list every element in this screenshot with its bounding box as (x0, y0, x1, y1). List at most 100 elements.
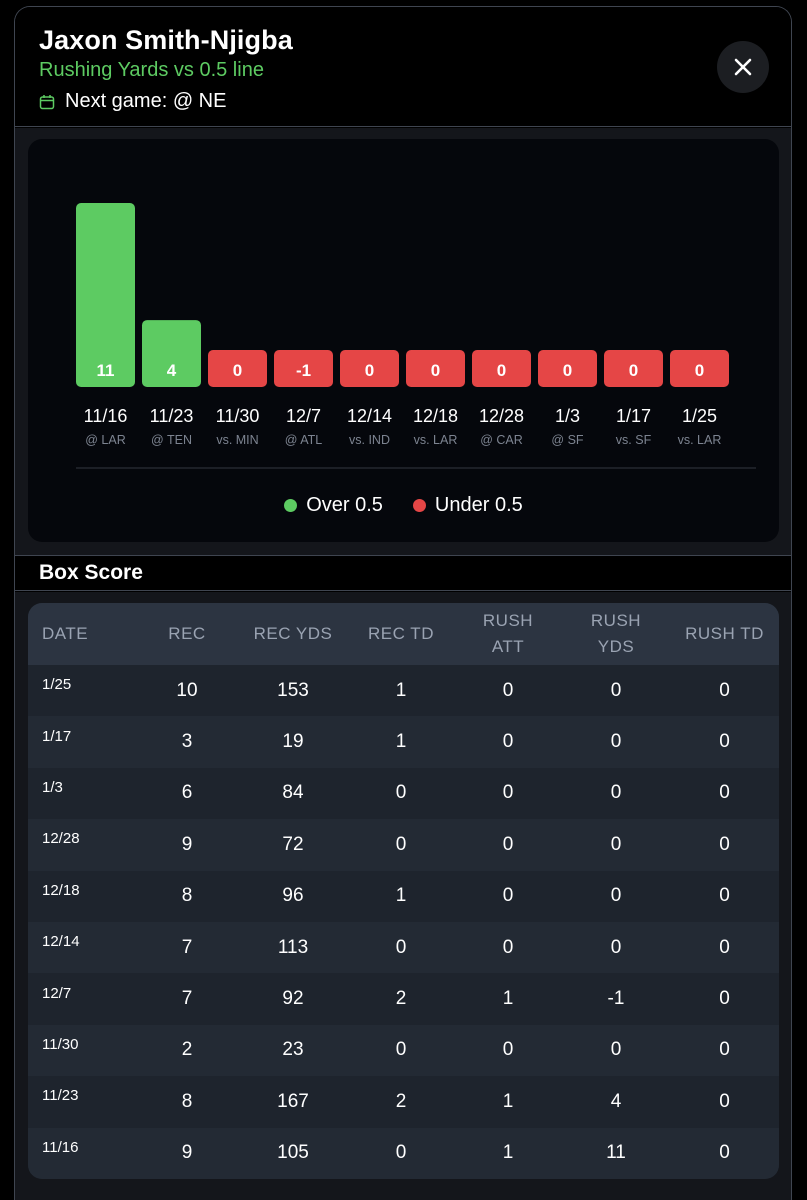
row-date: 11/23 (42, 1087, 79, 1105)
table-cell: 0 (719, 731, 730, 753)
next-game: Next game: @ NE (39, 90, 226, 113)
opponent-label: @ SF (551, 433, 583, 447)
table-cell: 153 (277, 679, 309, 701)
bar-value-label: 0 (431, 361, 440, 380)
table-cell: 0 (610, 833, 622, 855)
table-cell: 0 (610, 679, 622, 701)
opponent-label: @ LAR (85, 433, 125, 447)
table-cell: 1 (395, 885, 407, 907)
table-cell: 3 (181, 731, 193, 753)
table-cell: 0 (502, 833, 514, 855)
x-tick-label: 1/25 (682, 406, 717, 426)
table-row: 1/25 10 153 1 0 0 0 (28, 665, 779, 717)
column-header[interactable]: RUSH ATT (482, 610, 534, 656)
column-header[interactable]: RUSH YDS (590, 610, 642, 656)
player-name: Jaxon Smith-Njigba (39, 25, 293, 55)
column-header[interactable]: DATE (42, 623, 89, 643)
table-row: 11/30 2 23 0 0 0 0 (28, 1024, 779, 1077)
table-cell: 7 (181, 936, 193, 958)
table-cell: 1 (395, 731, 407, 753)
table-cell: 8 (181, 1090, 193, 1112)
x-tick-label: 1/3 (555, 406, 580, 426)
bar-value-label: 0 (563, 361, 572, 380)
bar (208, 350, 267, 387)
table-cell: 19 (282, 731, 304, 753)
column-header[interactable]: REC YDS (253, 623, 333, 643)
row-date: 1/25 (42, 676, 72, 694)
x-tick-label: 11/16 (84, 406, 128, 426)
table-cell: 23 (282, 1039, 304, 1061)
legend-under-label: Under 0.5 (434, 494, 523, 516)
table-cell: 0 (610, 885, 622, 907)
table-cell: 0 (719, 679, 730, 701)
x-tick-label: 1/17 (616, 406, 651, 426)
chart-section: 11 11/16 @ LAR 4 11/23 @ TEN 0 11/30 vs. MIN -1 12… (15, 128, 791, 556)
table-cell: 0 (610, 1039, 622, 1061)
table-cell: 96 (282, 885, 304, 907)
table-cell: 0 (395, 936, 407, 958)
table-cell: 7 (181, 988, 193, 1010)
table-cell: 167 (277, 1090, 309, 1112)
table-cell: 4 (610, 1090, 622, 1112)
table-row: 1/3 6 84 0 0 0 0 (28, 767, 779, 820)
table-cell: 105 (277, 1142, 309, 1164)
bar (670, 350, 729, 387)
opponent-label: vs. SF (616, 433, 652, 447)
table-cell: 0 (719, 1039, 730, 1061)
column-header[interactable]: REC (168, 623, 206, 643)
table-cell: 0 (395, 1039, 407, 1061)
opponent-label: vs. MIN (216, 433, 258, 447)
table-cell: 10 (176, 679, 198, 701)
table-cell: 0 (502, 936, 514, 958)
table-cell: 9 (181, 833, 193, 855)
table-cell: 0 (502, 679, 514, 701)
bar-value-label: 4 (167, 361, 177, 380)
bar (472, 350, 531, 387)
table-row: 12/28 9 72 0 0 0 0 (28, 819, 779, 871)
bar (76, 203, 135, 387)
bar-value-label: 11 (97, 361, 115, 380)
table-cell: 0 (610, 936, 622, 958)
bar-value-label: 0 (233, 361, 242, 380)
table-cell: 0 (502, 782, 514, 804)
column-header[interactable]: RUSH TD (685, 623, 764, 643)
table-cell: -1 (607, 988, 625, 1010)
close-button[interactable] (717, 41, 769, 93)
table-header: DATE REC REC YDS REC TD RUSH ATT RUSH YDS RUSH T… (28, 603, 779, 665)
table-row: 12/18 8 96 1 0 0 0 (28, 870, 779, 922)
legend-over-label: Over 0.5 (306, 494, 383, 516)
row-date: 12/14 (42, 933, 80, 951)
row-date: 11/30 (42, 1035, 79, 1053)
column-header[interactable]: REC TD (368, 623, 434, 643)
x-tick-label: 12/14 (347, 406, 392, 426)
table-cell: 0 (502, 1039, 514, 1061)
table-cell: 0 (610, 782, 622, 804)
calendar-icon (39, 94, 55, 109)
table-cell: 0 (395, 1142, 407, 1164)
table-cell: 2 (395, 1090, 407, 1112)
chart-legend: Over 0.5 Under 0.5 (28, 494, 779, 517)
chart-panel: 11 11/16 @ LAR 4 11/23 @ TEN 0 11/30 vs. MIN -1 12… (28, 139, 779, 542)
x-tick-label: 11/23 (150, 406, 194, 426)
table-cell: 84 (282, 782, 304, 804)
table-cell: 0 (719, 1142, 730, 1164)
card-header: Jaxon Smith-Njigba Rushing Yards vs 0.5 … (15, 7, 791, 127)
table-row: 11/16 9 105 0 1 11 0 (28, 1127, 779, 1179)
table-cell: 1 (502, 1142, 514, 1164)
row-date: 1/3 (42, 778, 63, 796)
table-cell: 9 (181, 1142, 193, 1164)
row-date: 12/7 (42, 984, 72, 1002)
legend-under: Under 0.5 (412, 494, 523, 517)
opponent-label: vs. LAR (414, 433, 458, 447)
table-cell: 0 (719, 936, 730, 958)
bar (406, 350, 465, 387)
bar-chart: 11 11/16 @ LAR 4 11/23 @ TEN 0 11/30 vs. MIN -1 12… (76, 203, 756, 469)
bar-value-label: 0 (365, 361, 374, 380)
table-cell: 11 (606, 1142, 626, 1164)
box-score-title: Box Score (39, 561, 143, 584)
close-icon (734, 58, 752, 76)
bar-value-label: 0 (497, 361, 506, 380)
table-cell: 92 (282, 988, 304, 1010)
table-row: 1/17 3 19 1 0 0 0 (28, 716, 779, 768)
opponent-label: @ ATL (285, 433, 323, 447)
